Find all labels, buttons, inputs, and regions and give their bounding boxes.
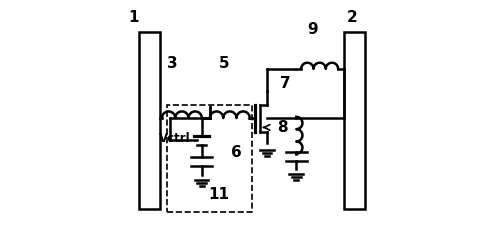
- Text: 1: 1: [129, 10, 139, 25]
- Bar: [167, 105, 252, 212]
- Text: 9: 9: [307, 22, 318, 37]
- Bar: [139, 32, 160, 209]
- Text: 6: 6: [231, 145, 241, 160]
- Bar: [344, 32, 365, 209]
- Text: 5: 5: [218, 57, 229, 71]
- Text: 3: 3: [167, 57, 177, 71]
- Text: 7: 7: [280, 76, 290, 91]
- Text: 2: 2: [346, 10, 357, 25]
- Text: 11: 11: [208, 187, 229, 202]
- Text: Vctrl: Vctrl: [159, 133, 191, 145]
- Text: 8: 8: [277, 121, 288, 135]
